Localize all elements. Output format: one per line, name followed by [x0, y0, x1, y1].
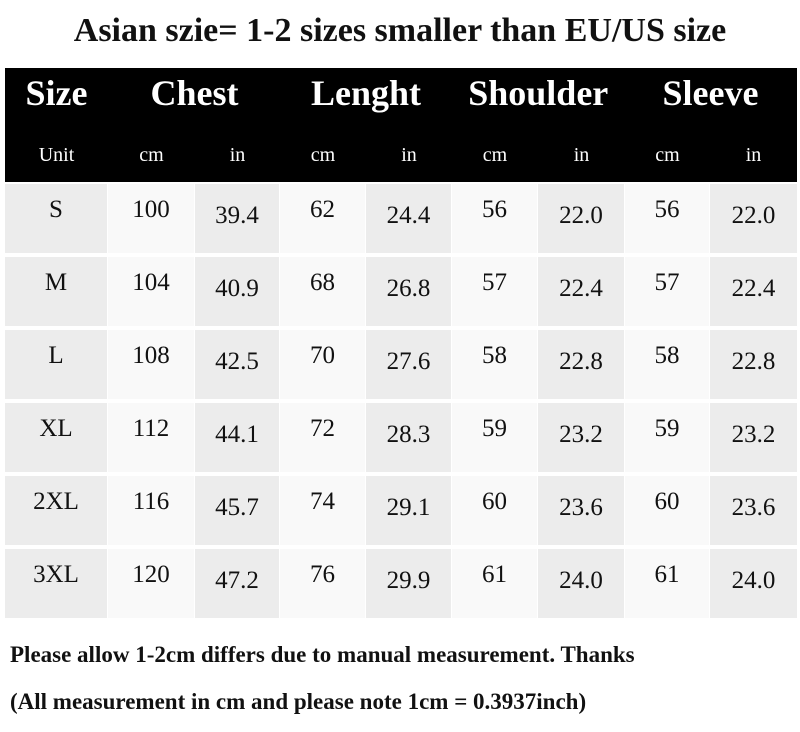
measure-cell: 22.4: [538, 257, 624, 326]
unit-label: Unit: [38, 143, 75, 166]
measure-cell: 68: [280, 257, 365, 326]
size-cell: S: [5, 184, 107, 253]
size-cell: L: [5, 330, 107, 399]
measure-cell: 59: [452, 403, 537, 472]
measure-cell: 22.0: [538, 184, 624, 253]
measure-cell: 72: [280, 403, 365, 472]
measure-cell: 40.9: [195, 257, 279, 326]
column-header: Shoulder: [468, 73, 609, 113]
unit-label: cm: [655, 143, 680, 166]
unit-label: in: [573, 143, 590, 166]
measure-cell: 57: [625, 257, 709, 326]
measure-cell: 104: [108, 257, 194, 326]
measure-cell: 61: [452, 549, 537, 618]
measure-cell: 120: [108, 549, 194, 618]
measure-cell: 23.2: [710, 403, 797, 472]
measure-cell: 61: [625, 549, 709, 618]
unit-label: cm: [310, 143, 336, 166]
measure-cell: 56: [625, 184, 709, 253]
measure-cell: 112: [108, 403, 194, 472]
measure-cell: 28.3: [366, 403, 451, 472]
measure-cell: 26.8: [366, 257, 451, 326]
measure-cell: 108: [108, 330, 194, 399]
measure-cell: 44.1: [195, 403, 279, 472]
measure-cell: 60: [625, 476, 709, 545]
measure-cell: 56: [452, 184, 537, 253]
title: Asian szie= 1-2 sizes smaller than EU/US…: [73, 12, 727, 49]
header-background: [5, 68, 797, 182]
measure-cell: 59: [625, 403, 709, 472]
measure-cell: 42.5: [195, 330, 279, 399]
note: Please allow 1-2cm differs due to manual…: [10, 642, 635, 667]
size-cell: 2XL: [5, 476, 107, 545]
unit-label: cm: [139, 143, 164, 166]
measure-cell: 70: [280, 330, 365, 399]
measure-cell: 47.2: [195, 549, 279, 618]
measure-cell: 58: [452, 330, 537, 399]
measure-cell: 23.6: [538, 476, 624, 545]
column-header: Size: [25, 73, 88, 113]
measure-cell: 60: [452, 476, 537, 545]
measure-cell: 22.4: [710, 257, 797, 326]
measure-cell: 29.9: [366, 549, 451, 618]
measure-cell: 27.6: [366, 330, 451, 399]
measure-cell: 22.0: [710, 184, 797, 253]
measure-cell: 23.2: [538, 403, 624, 472]
measure-cell: 57: [452, 257, 537, 326]
column-header: Chest: [150, 73, 239, 113]
measure-cell: 116: [108, 476, 194, 545]
measure-cell: 22.8: [538, 330, 624, 399]
size-cell: XL: [5, 403, 107, 472]
size-cell: M: [5, 257, 107, 326]
note: (All measurement in cm and please note 1…: [10, 689, 587, 714]
unit-label: in: [401, 143, 417, 166]
measure-cell: 74: [280, 476, 365, 545]
unit-label: cm: [482, 143, 508, 166]
measure-cell: 24.0: [538, 549, 624, 618]
column-header: Lenght: [310, 73, 422, 113]
measure-cell: 22.8: [710, 330, 797, 399]
measure-cell: 24.4: [366, 184, 451, 253]
measure-cell: 62: [280, 184, 365, 253]
measure-cell: 58: [625, 330, 709, 399]
column-header: Sleeve: [662, 73, 759, 113]
unit-label: in: [745, 143, 762, 166]
measure-cell: 29.1: [366, 476, 451, 545]
measure-cell: 39.4: [195, 184, 279, 253]
unit-label: in: [229, 143, 246, 166]
measure-cell: 45.7: [195, 476, 279, 545]
measure-cell: 23.6: [710, 476, 797, 545]
measure-cell: 76: [280, 549, 365, 618]
measure-cell: 100: [108, 184, 194, 253]
size-cell: 3XL: [5, 549, 107, 618]
measure-cell: 24.0: [710, 549, 797, 618]
